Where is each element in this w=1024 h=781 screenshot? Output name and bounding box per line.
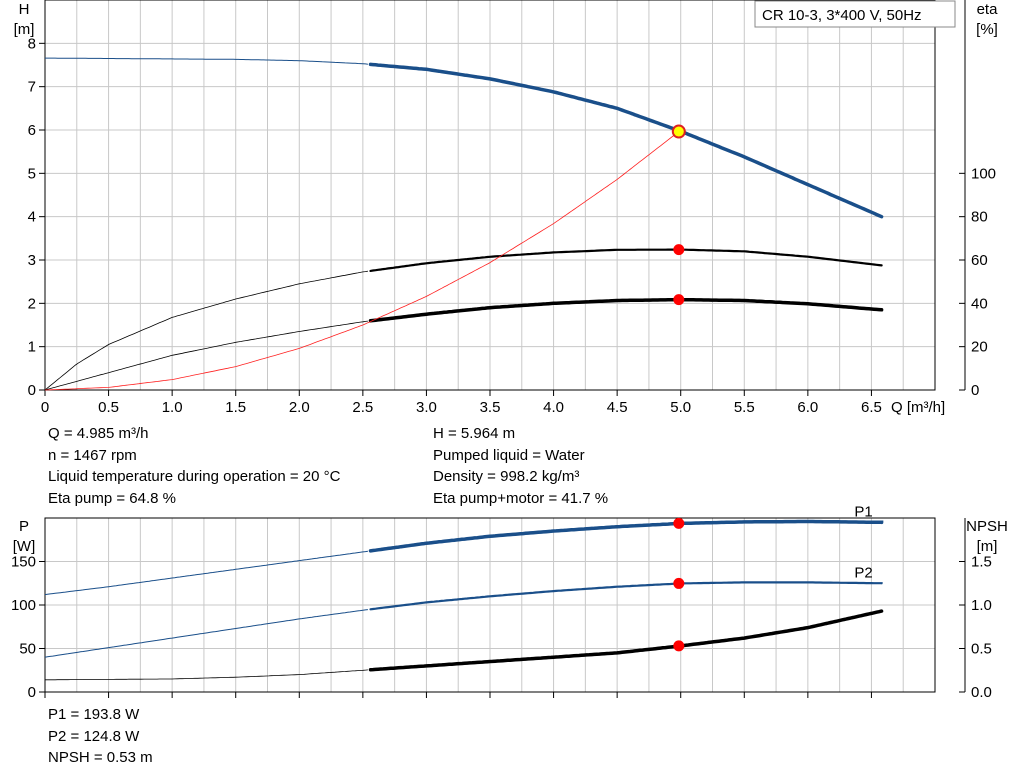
x-tick-label: 1.0 — [162, 399, 183, 416]
series-eta-pump-thin — [44, 270, 368, 391]
info-npsh: NPSH = 0.53 m — [48, 749, 153, 766]
duty-info-right: H = 5.964 m Pumped liquid = Water Densit… — [433, 423, 608, 509]
y-left-axis-title: P — [19, 518, 29, 535]
duty-point-marker — [673, 577, 685, 589]
x-tick-label: 0.5 — [98, 399, 119, 416]
x-tick-label: 0 — [41, 399, 49, 416]
y-left-tick-label: 0 — [28, 382, 36, 399]
x-tick-label: 5.0 — [670, 399, 691, 416]
y-left-tick-label: 6 — [28, 122, 36, 139]
x-tick-label: 6.0 — [797, 399, 818, 416]
series-P2 — [369, 581, 883, 611]
y-left-tick-label: 100 — [11, 597, 36, 614]
y-left-tick-label: 2 — [28, 295, 36, 312]
legend-box-text: CR 10-3, 3*400 V, 50Hz — [762, 7, 922, 24]
duty-info-left: Q = 4.985 m³/h n = 1467 rpm Liquid tempe… — [48, 423, 340, 509]
info-head: H = 5.964 m — [433, 425, 516, 442]
info-eta-pump: Eta pump = 64.8 % — [48, 489, 176, 507]
y-right-tick-label: 0 — [971, 382, 979, 399]
info-speed: n = 1467 rpm — [48, 446, 137, 464]
y-left-tick-label: 150 — [11, 554, 36, 571]
y-right-tick-label: 1.5 — [971, 554, 992, 571]
x-tick-label: 2.0 — [289, 399, 310, 416]
info-p2: P2 = 124.8 W — [48, 727, 140, 745]
x-tick-label: 5.5 — [734, 399, 755, 416]
series-label-P1: P1 — [854, 503, 872, 520]
y-left-tick-label: 4 — [28, 209, 36, 226]
x-axis-label: Q [m³/h] — [891, 399, 945, 416]
x-tick-label: 3.0 — [416, 399, 437, 416]
legend-box — [754, 0, 956, 28]
info-eta-pump-motor: Eta pump+motor = 41.7 % — [433, 489, 609, 507]
series-eta-pump-motor — [368, 297, 884, 323]
series-eta-pump-motor-thin — [44, 320, 368, 391]
y-left-tick-label: 7 — [28, 79, 36, 96]
duty-point-marker — [673, 640, 685, 652]
series-P1-thin — [44, 550, 368, 596]
y-left-tick-label: 5 — [28, 165, 36, 182]
info-flow: Q = 4.985 m³/h — [48, 425, 149, 442]
y-left-tick-label: 1 — [28, 339, 36, 356]
y-right-axis-title: NPSH — [966, 518, 1008, 535]
series-system-curve — [44, 131, 680, 391]
series-eta-pump — [369, 248, 883, 272]
duty-point-marker — [673, 244, 685, 256]
info-p1: P1 = 193.8 W — [48, 706, 140, 723]
series-NPSH — [368, 609, 884, 672]
duty-point-marker — [673, 517, 685, 529]
y-right-tick-label: 60 — [971, 252, 988, 269]
y-left-tick-label: 0 — [28, 684, 36, 701]
y-right-axis-unit: [m] — [977, 538, 998, 555]
series-P1 — [368, 519, 884, 553]
y-right-tick-label: 40 — [971, 295, 988, 312]
y-right-tick-label: 0.0 — [971, 684, 992, 701]
power-npsh-chart: 0 50 100 150 0.0 0.5 1.0 1.5 P [W] NPSH [m] P1 P2 — [11, 503, 1008, 701]
x-tick-label: 2.5 — [352, 399, 373, 416]
series-P2-thin — [44, 609, 368, 658]
x-tick-label: 3.5 — [480, 399, 501, 416]
info-liquid-temperature: Liquid temperature during operation = 20… — [48, 468, 341, 485]
y-right-tick-label: 80 — [971, 209, 988, 226]
y-right-tick-label: 1.0 — [971, 597, 992, 614]
x-tick-label: 4.0 — [543, 399, 564, 416]
info-density: Density = 998.2 kg/m³ — [433, 468, 580, 485]
x-tick-label: 6.5 — [861, 399, 882, 416]
y-right-tick-label: 100 — [971, 165, 996, 182]
duty-point-marker — [673, 294, 685, 306]
series-NPSH-thin — [45, 669, 368, 681]
y-right-tick-label: 0.5 — [971, 641, 992, 658]
x-tick-label: 1.5 — [225, 399, 246, 416]
y-left-tick-label: 50 — [19, 641, 36, 658]
y-left-tick-label: 8 — [28, 35, 36, 52]
operating-point — [671, 124, 686, 139]
info-pumped-liquid: Pumped liquid = Water — [433, 446, 585, 464]
series-label-P2: P2 — [854, 564, 872, 581]
y-right-tick-label: 20 — [971, 339, 988, 356]
series-head-thin — [45, 57, 368, 65]
power-info: P1 = 193.8 W P2 = 124.8 W NPSH = 0.53 m — [48, 704, 153, 769]
y-left-axis-unit: [W] — [13, 538, 36, 555]
y-right-axis-unit: [%] — [976, 21, 998, 38]
y-left-axis-title: H — [19, 1, 30, 18]
y-left-tick-label: 3 — [28, 252, 36, 269]
y-left-axis-unit: [m] — [14, 21, 35, 38]
y-right-axis-title: eta — [977, 1, 999, 18]
x-tick-label: 4.5 — [607, 399, 628, 416]
series-head — [368, 62, 884, 219]
